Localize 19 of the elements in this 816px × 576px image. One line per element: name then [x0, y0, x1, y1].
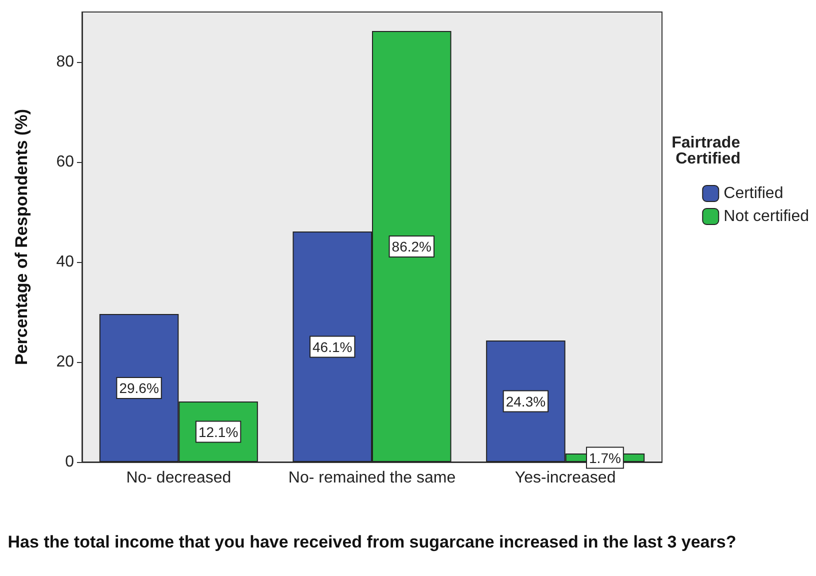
data-label: 29.6%: [119, 380, 159, 396]
data-label: 86.2%: [392, 238, 432, 254]
y-tick-label: 40: [56, 254, 74, 270]
y-tick-label: 80: [56, 54, 74, 70]
y-tick-label: 20: [56, 354, 74, 370]
data-label: 24.3%: [506, 393, 546, 410]
data-label: 46.1%: [312, 338, 352, 355]
x-tick-label: No- decreased: [126, 470, 232, 486]
y-tick-label: 0: [65, 454, 74, 470]
legend-title: Fairtrade Certified: [672, 134, 745, 168]
y-axis-title: Percentage of Respondents (%): [12, 109, 31, 365]
legend-label: Not certified: [724, 208, 810, 225]
data-label: 12.1%: [198, 424, 238, 440]
legend-label: Certified: [724, 185, 784, 202]
x-tick-label: Yes-increased: [514, 470, 616, 486]
x-tick-label: No- remained the same: [288, 470, 456, 486]
x-axis-title: Has the total income that you have received from sugarcane increased in the last 3 years?: [8, 532, 736, 552]
y-tick-label: 60: [56, 154, 74, 170]
data-label: 1.7%: [589, 450, 621, 466]
